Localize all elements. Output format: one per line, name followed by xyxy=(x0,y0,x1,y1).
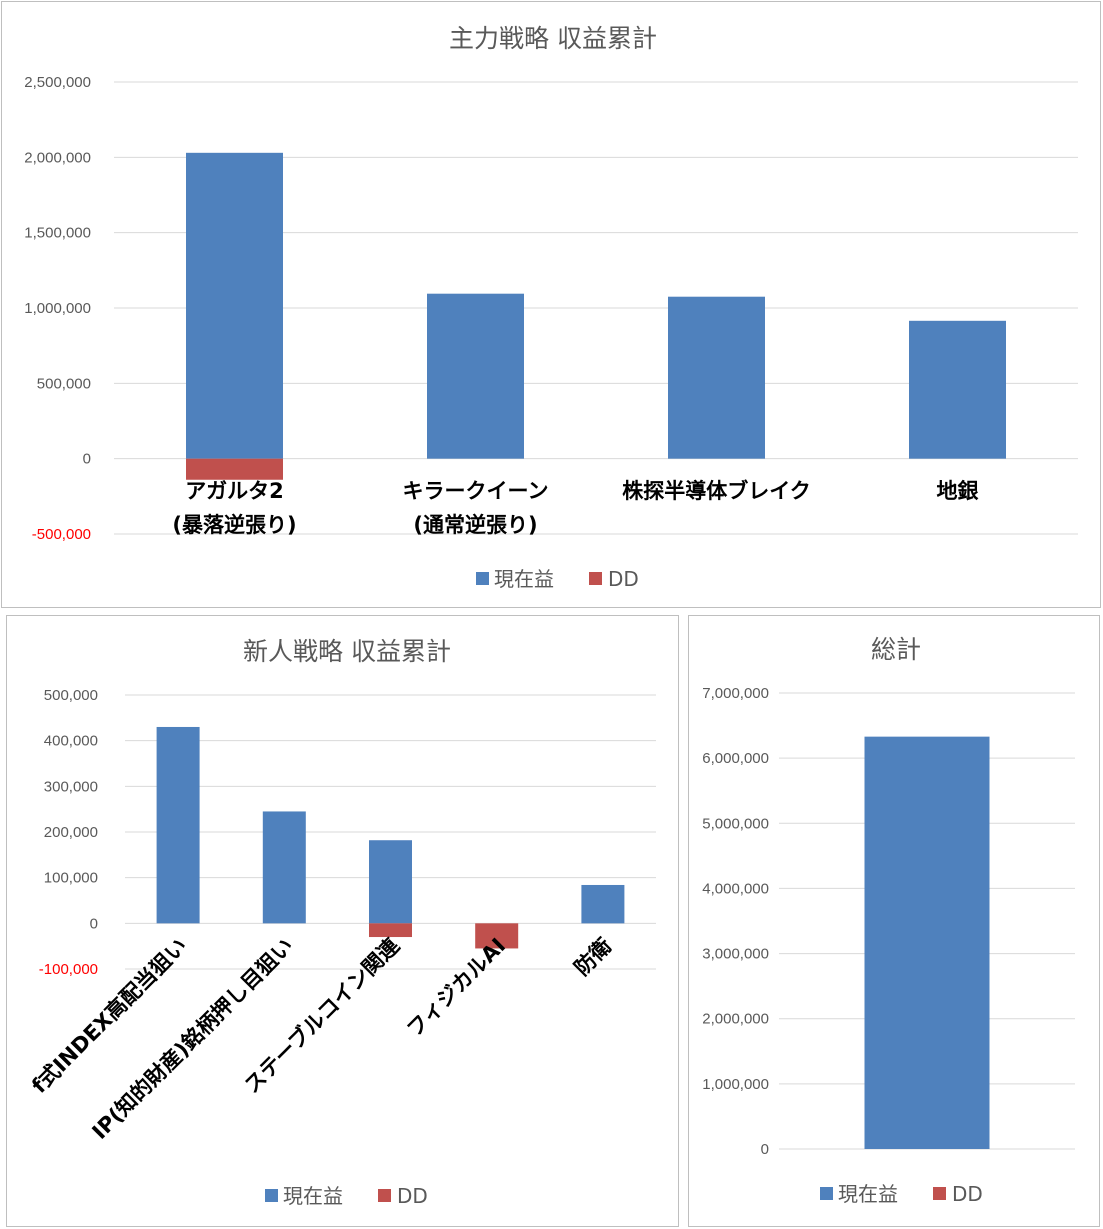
profit-bar xyxy=(156,726,200,924)
y-tick-label: 2,000,000 xyxy=(24,149,91,166)
legend-swatch-dd xyxy=(933,1187,946,1200)
legend-label-dd: DD xyxy=(952,1182,983,1206)
y-tick-label: 400,000 xyxy=(44,733,98,750)
new-strategy-chart: 新人戦略 収益累計 500,000 400,000 300,000 200,000 100… xyxy=(27,637,656,1208)
y-tick-label: -500,000 xyxy=(32,526,91,543)
y-tick-label: 2,500,000 xyxy=(24,74,91,91)
legend-label-dd: DD xyxy=(608,567,639,591)
profit-bar xyxy=(427,293,524,459)
legend-label-profit: 現在益 xyxy=(838,1182,898,1206)
chart-title: 主力戦略 収益累計 xyxy=(449,24,657,53)
legend-swatch-profit xyxy=(265,1189,278,1202)
legend: 現在益 DD xyxy=(476,567,639,591)
profit-bar xyxy=(864,736,990,1149)
y-tick-label: 7,000,000 xyxy=(702,685,769,702)
category-label: フィジカルAI xyxy=(402,934,510,1042)
category-label: 株探半導体ブレイク xyxy=(622,479,811,503)
new-strategy-chart-panel: 新人戦略 収益累計 500,000 400,000 300,000 200,000 100… xyxy=(6,615,679,1227)
y-tick-label: 1,500,000 xyxy=(24,225,91,242)
y-tick-label: 200,000 xyxy=(44,824,98,841)
y-tick-label: -100,000 xyxy=(39,961,98,978)
y-tick-label: 100,000 xyxy=(44,870,98,887)
legend-swatch-profit xyxy=(820,1187,833,1200)
y-tick-label: 500,000 xyxy=(37,375,91,392)
profit-bar xyxy=(909,320,1006,459)
legend-swatch-dd xyxy=(589,572,602,585)
dd-bar xyxy=(475,923,519,949)
category-label: IP(知的財産)銘柄押し目狙い xyxy=(88,934,298,1144)
legend-swatch-dd xyxy=(378,1189,391,1202)
legend: 現在益 DD xyxy=(820,1182,983,1206)
category-label: (暴落逆張り) xyxy=(172,513,296,537)
profit-bar xyxy=(581,884,625,924)
category-label: 地銀 xyxy=(937,479,979,503)
y-tick-label: 4,000,000 xyxy=(702,880,769,897)
category-label: (通常逆張り) xyxy=(413,513,537,537)
category-label: アガルタ2 xyxy=(185,479,284,503)
y-tick-label: 5,000,000 xyxy=(702,815,769,832)
y-tick-label: 6,000,000 xyxy=(702,750,769,767)
y-tick-label: 500,000 xyxy=(44,687,98,704)
legend-label-profit: 現在益 xyxy=(494,567,554,591)
legend-label-profit: 現在益 xyxy=(283,1184,343,1208)
y-tick-label: 3,000,000 xyxy=(702,946,769,963)
dd-bar xyxy=(369,923,412,938)
profit-bar xyxy=(186,152,283,459)
dd-bar xyxy=(186,458,283,480)
chart-title: 新人戦略 収益累計 xyxy=(243,637,451,666)
y-tick-label: 2,000,000 xyxy=(702,1011,769,1028)
y-tick-label: 1,000,000 xyxy=(24,300,91,317)
y-tick-label: 1,000,000 xyxy=(702,1076,769,1093)
legend: 現在益 DD xyxy=(265,1184,428,1208)
profit-bar xyxy=(262,811,306,924)
category-label: キラークイーン xyxy=(403,479,549,503)
profit-bar xyxy=(369,840,412,924)
legend-label-dd: DD xyxy=(397,1184,428,1208)
category-label: 防衛 xyxy=(570,934,617,981)
total-chart: 総計 7,000,000 6,000,000 5,000,000 4,000,000 3,… xyxy=(702,635,1075,1206)
chart-title: 総計 xyxy=(871,635,921,664)
y-tick-label: 300,000 xyxy=(44,778,98,795)
legend-swatch-profit xyxy=(476,572,489,585)
profit-bar xyxy=(668,296,765,459)
total-chart-panel: 総計 7,000,000 6,000,000 5,000,000 4,000,000 3,… xyxy=(688,615,1100,1227)
main-strategy-chart-panel: 主力戦略 収益累計 2,500,000 2,000,000 1,500,000 1,00… xyxy=(1,1,1101,608)
y-tick-label: 0 xyxy=(761,1141,769,1158)
y-tick-label: 0 xyxy=(90,915,98,932)
y-tick-label: 0 xyxy=(83,451,91,468)
main-strategy-chart: 主力戦略 収益累計 2,500,000 2,000,000 1,500,000 1,00… xyxy=(24,24,1078,591)
